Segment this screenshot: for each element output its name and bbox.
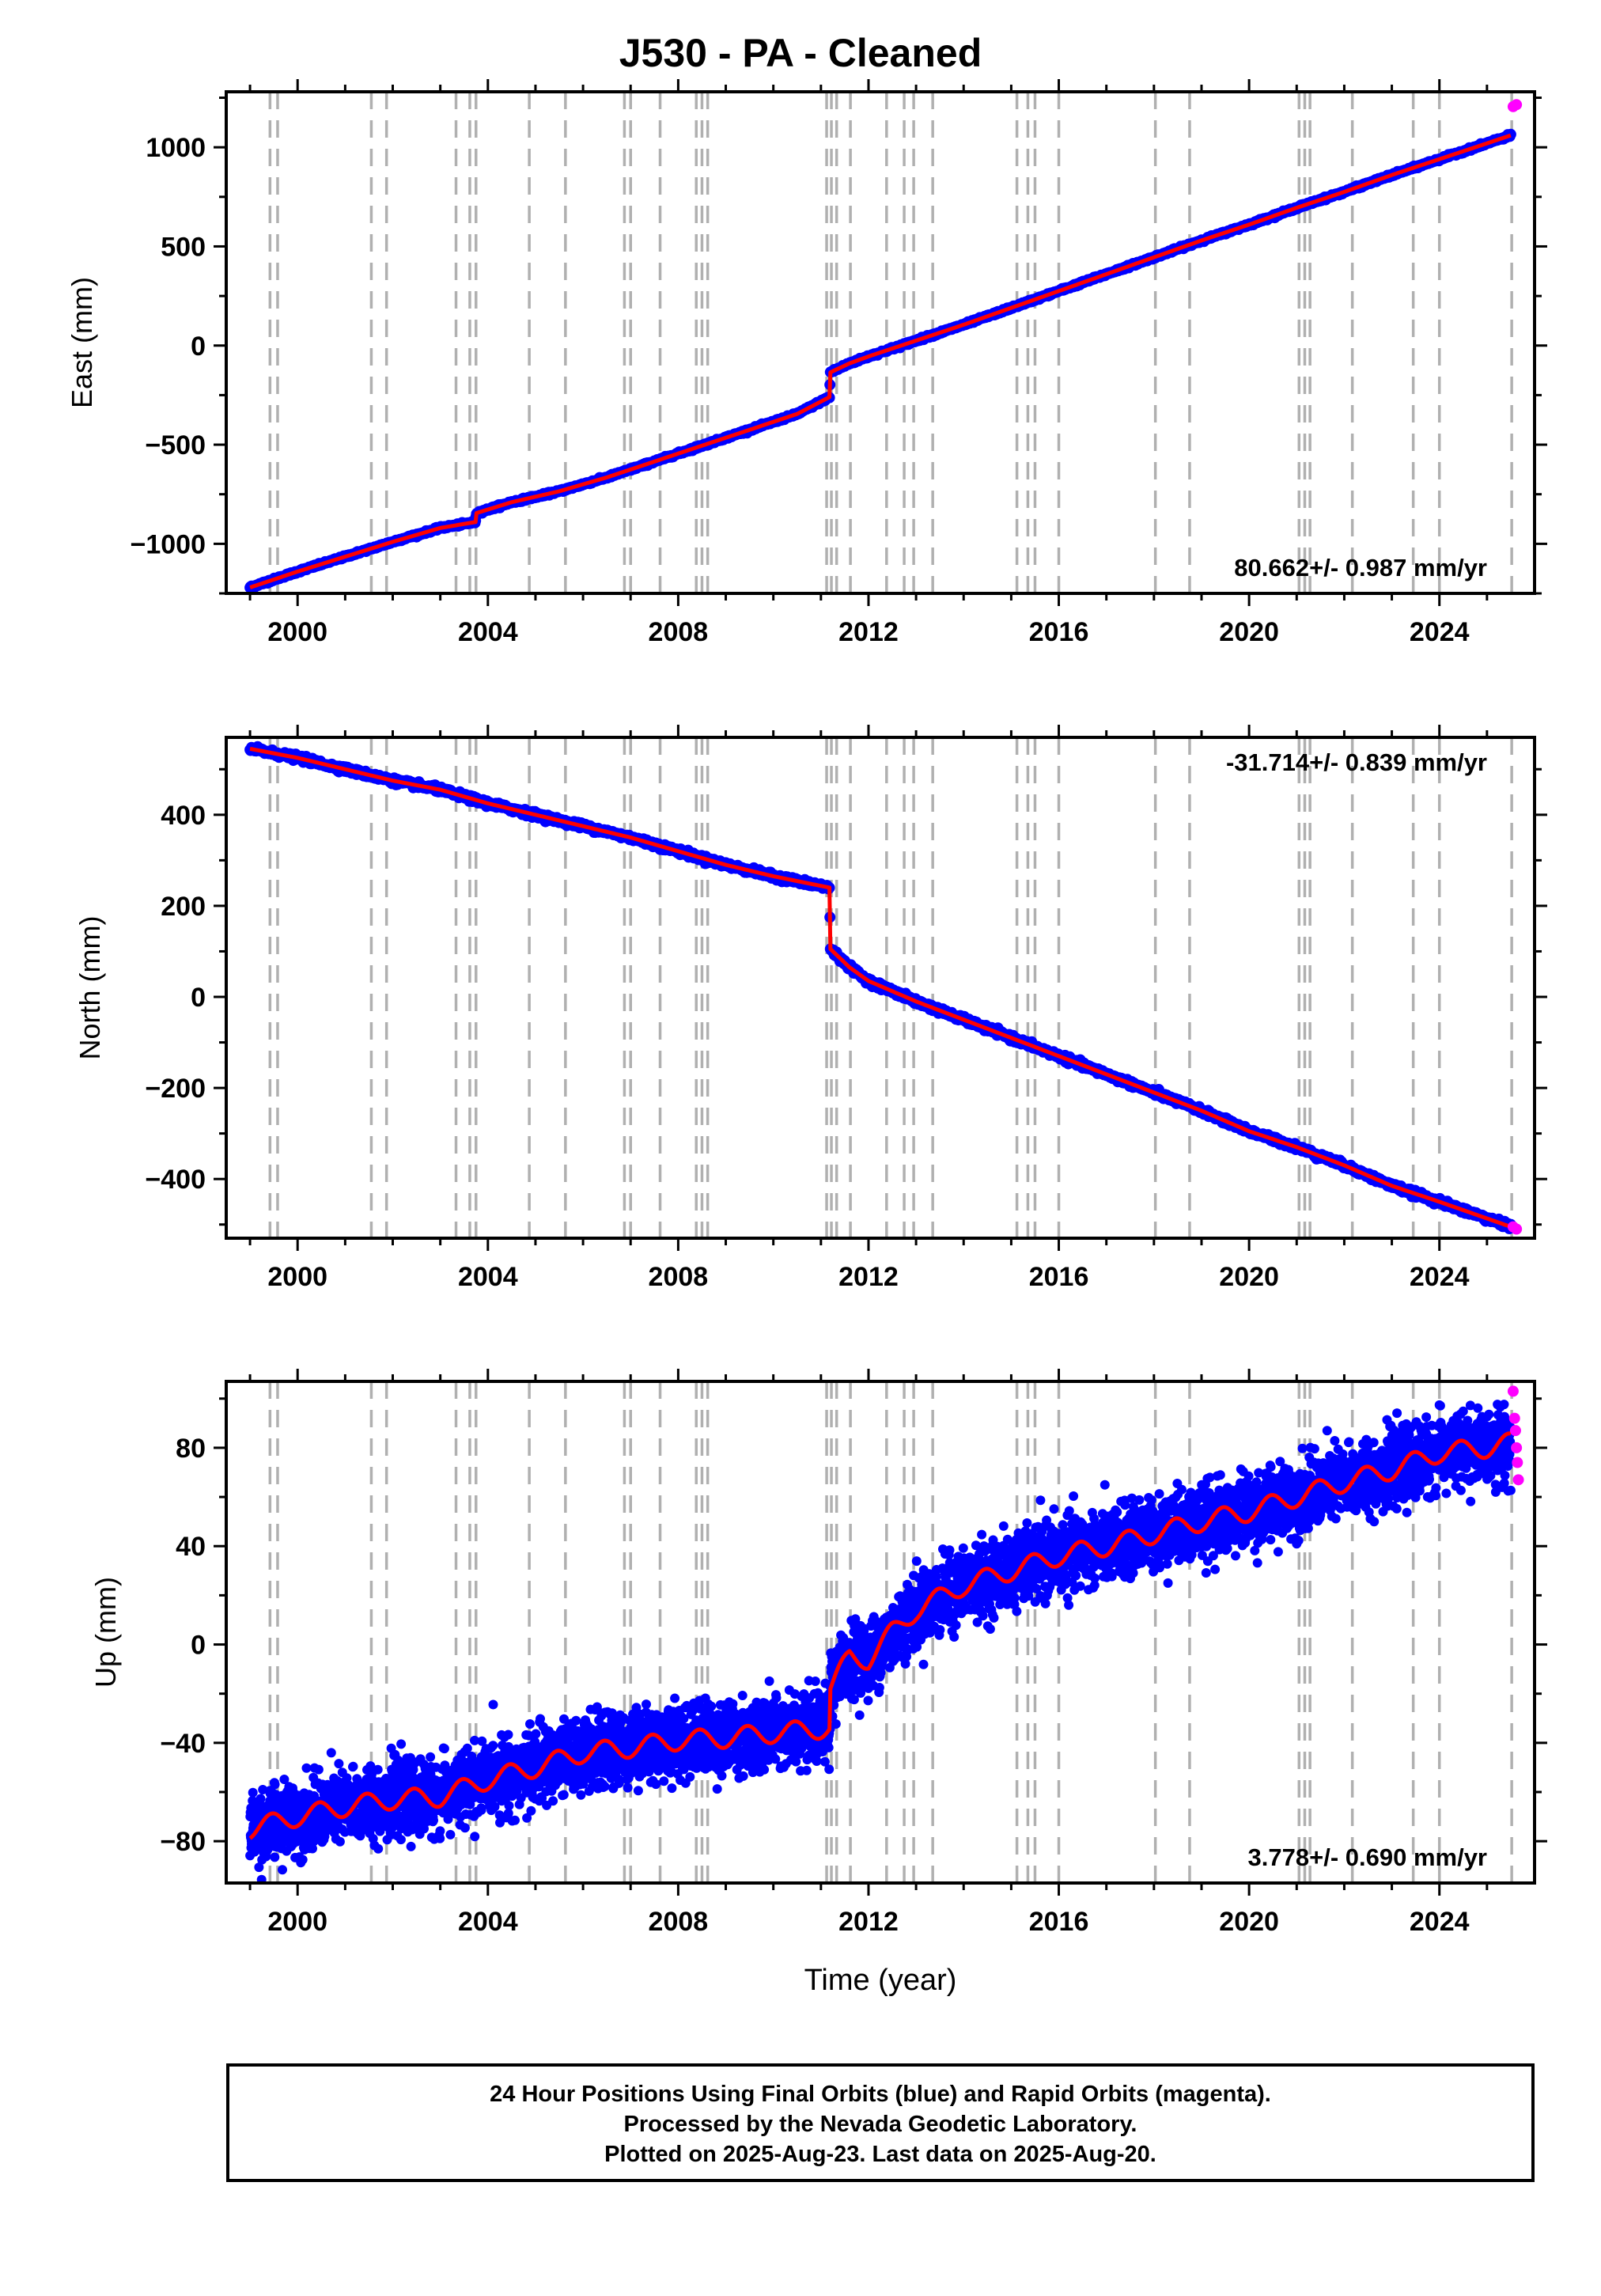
- rate-label: -31.714+/- 0.839 mm/yr: [1226, 748, 1487, 776]
- x-tick-label: 2020: [1219, 1262, 1279, 1292]
- x-axis-label: Time (year): [804, 1964, 957, 1997]
- x-tick-label: 2012: [838, 617, 899, 647]
- rapid-orbit-point: [1509, 1425, 1521, 1437]
- x-tick-label: 2024: [1410, 1907, 1470, 1937]
- footer-line-2: Processed by the Nevada Geodetic Laborat…: [623, 2112, 1137, 2137]
- rate-label: 3.778+/- 0.690 mm/yr: [1248, 1843, 1487, 1871]
- y-tick-label: 1000: [146, 133, 206, 163]
- y-axis-label: Up (mm): [89, 1577, 122, 1688]
- x-tick-label: 2024: [1410, 1262, 1470, 1292]
- x-tick-label: 2004: [458, 1907, 518, 1937]
- plot-frame: [225, 1380, 1536, 1885]
- footer-box: 24 Hour Positions Using Final Orbits (bl…: [226, 2063, 1535, 2182]
- panel-east: 2000 2004 2008 2012 2016 2020 2024 −1000 −500 0 50…: [66, 79, 1547, 647]
- rate-label: 80.662+/- 0.987 mm/yr: [1234, 554, 1487, 582]
- y-tick-label: 0: [191, 332, 206, 362]
- y-tick-label: 40: [176, 1532, 206, 1562]
- y-tick-label: 500: [161, 232, 206, 262]
- x-tick-label: 2004: [458, 1262, 518, 1292]
- x-tick-label: 2008: [649, 1907, 709, 1937]
- x-tick-label: 2020: [1219, 617, 1279, 647]
- y-tick-label: 400: [161, 801, 206, 831]
- x-tick-label: 2000: [267, 617, 327, 647]
- model-fit-line: [248, 133, 1512, 589]
- timeseries-plots: 2000 2004 2008 2012 2016 2020 2024−1000−500050…: [66, 79, 1547, 1997]
- x-tick-label: 2008: [649, 617, 709, 647]
- footer-line-1: 24 Hour Positions Using Final Orbits (bl…: [490, 2082, 1271, 2107]
- x-tick-label: 2000: [267, 1907, 327, 1937]
- x-tick-label: 2016: [1029, 1262, 1089, 1292]
- x-tick-label: 2024: [1410, 617, 1470, 647]
- x-tick-label: 2016: [1029, 617, 1089, 647]
- y-tick-label: −40: [160, 1729, 206, 1759]
- model-fit-line: [248, 746, 1512, 1229]
- y-tick-label: 200: [161, 892, 206, 922]
- y-tick-label: −80: [160, 1827, 206, 1857]
- panel-north: 2000 2004 2008 2012 2016 2020 2024 −400 −200 0 200…: [74, 725, 1547, 1292]
- footer-line-3: Plotted on 2025-Aug-23. Last data on 202…: [604, 2142, 1156, 2167]
- x-tick-label: 2000: [267, 1262, 327, 1292]
- data-points: [244, 99, 1523, 593]
- x-tick-label: 2020: [1219, 1907, 1279, 1937]
- rapid-orbit-point: [1511, 1442, 1523, 1453]
- y-axis-label: North (mm): [74, 916, 106, 1060]
- rapid-orbit-point: [1508, 1412, 1520, 1424]
- data-points: [244, 741, 1523, 1235]
- figure-title: J530 - PA - Cleaned: [619, 31, 982, 75]
- x-tick-label: 2016: [1029, 1907, 1089, 1937]
- rapid-orbit-point: [1511, 1223, 1523, 1235]
- rapid-orbit-point: [1511, 99, 1523, 111]
- rapid-orbit-point: [1512, 1474, 1524, 1486]
- y-tick-label: −500: [145, 430, 206, 460]
- plot-frame: [225, 736, 1536, 1240]
- y-tick-label: 0: [191, 1631, 206, 1661]
- model-fit-line: [248, 1431, 1512, 1840]
- rapid-orbit-point: [1507, 1385, 1519, 1397]
- rapid-orbit-point: [1512, 1457, 1523, 1468]
- y-tick-label: 0: [191, 983, 206, 1013]
- y-tick-label: 80: [176, 1434, 206, 1464]
- x-tick-label: 2008: [649, 1262, 709, 1292]
- plot-frame: [225, 90, 1536, 595]
- y-axis-label: East (mm): [66, 277, 98, 408]
- y-tick-label: −400: [145, 1165, 206, 1195]
- data-points: [245, 1385, 1524, 1883]
- y-tick-label: −200: [145, 1074, 206, 1104]
- y-tick-label: −1000: [131, 529, 206, 559]
- x-tick-label: 2012: [838, 1907, 899, 1937]
- final-orbit-points: [244, 128, 1516, 593]
- panel-up: 2000 2004 2008 2012 2016 2020 2024 −80 −40 0 40 80 U…: [89, 1369, 1547, 1997]
- x-tick-label: 2012: [838, 1262, 899, 1292]
- x-tick-label: 2004: [458, 617, 518, 647]
